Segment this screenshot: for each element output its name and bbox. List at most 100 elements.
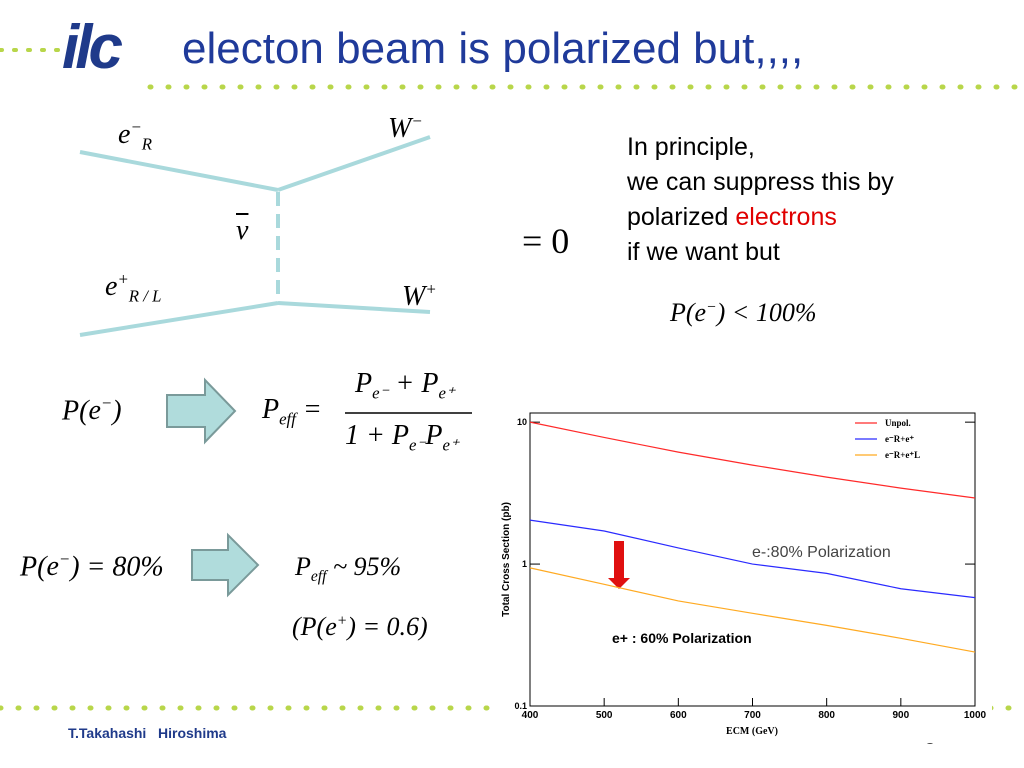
superscript: +	[117, 270, 129, 289]
author: T.Takahashi	[68, 725, 147, 741]
formula: Pe⁻ + Pe⁺	[355, 368, 455, 404]
x-tick-label: 700	[744, 710, 761, 721]
text-line: polarized electrons	[627, 200, 894, 235]
math-symbol: e−	[695, 298, 717, 327]
superscript: −	[411, 112, 423, 131]
label: W−	[388, 112, 423, 145]
math-symbol: W−	[388, 112, 423, 145]
symbol-base: W	[402, 281, 426, 313]
math-symbol: e−R	[118, 118, 152, 154]
legend-label: e⁻R+e⁺L	[885, 450, 920, 460]
math-text: P(	[670, 298, 695, 327]
formula: (P(e+) = 0.6)	[292, 612, 428, 642]
title: electon beam is polarized but,,,,	[182, 24, 804, 73]
symbol-base: e	[118, 119, 131, 151]
superscript: +	[336, 612, 348, 630]
superscript: +	[425, 280, 437, 299]
math-text: ) = 80%	[70, 551, 164, 583]
symbol-base: P	[262, 394, 280, 425]
highlight: electrons	[735, 203, 837, 231]
math-text: ) < 100%	[716, 298, 817, 327]
math-text: +	[388, 368, 422, 399]
math-text: )	[112, 395, 122, 427]
symbol-base: P	[421, 368, 439, 399]
math-symbol: Peff	[262, 394, 296, 429]
subscript: R / L	[128, 286, 162, 306]
symbol-base: P	[391, 420, 410, 451]
y-axis-label: Total Cross Section (pb)	[501, 502, 512, 617]
arrow-icon	[191, 532, 260, 598]
x-axis-label: ECM (GeV)	[726, 726, 778, 737]
label: ν	[236, 215, 249, 246]
series-line	[529, 567, 976, 653]
subscript: eff	[310, 568, 327, 586]
series-line	[529, 519, 976, 599]
math-symbol: Pe⁻	[391, 420, 425, 455]
x-tick-label: 800	[818, 710, 835, 721]
y-tick-label: 1	[522, 559, 527, 569]
text-line: we can suppress this by	[627, 168, 894, 196]
x-tick-label: 500	[596, 710, 613, 721]
footer: T.Takahashi Hiroshima	[68, 725, 226, 741]
subscript: e⁺	[438, 383, 455, 403]
math-text: (P(	[292, 612, 326, 641]
symbol-base: e	[46, 551, 59, 583]
math-text: P(	[62, 395, 89, 427]
symbol-base: e	[105, 271, 118, 303]
superscript: −	[130, 118, 142, 137]
legend-label: e⁻R+e⁺	[885, 434, 914, 444]
math-text: ~ 95%	[326, 552, 402, 581]
symbol-base: e	[325, 612, 337, 641]
subscript: eff	[279, 409, 296, 429]
formula: Peff =	[262, 394, 322, 430]
annotation: e+ : 60% Polarization	[612, 630, 752, 646]
subscript: R	[141, 134, 153, 154]
math-symbol: e+R / L	[105, 270, 161, 306]
subscript: e⁺	[442, 435, 459, 455]
math-symbol: Peff	[295, 552, 326, 585]
chart: 400 500 600 700 800 900 1000 0.1 1 10 ECM (GeV) Tot…	[497, 383, 992, 743]
symbol-base: P	[295, 552, 311, 581]
x-tick-label: 1000	[964, 710, 987, 721]
math-symbol: e−	[88, 394, 112, 427]
legend-label: Unpol.	[885, 418, 911, 428]
math-symbol: W+	[402, 280, 437, 313]
math-text: P(	[20, 551, 47, 583]
label: e+R / L	[105, 270, 161, 307]
x-tick-label: 600	[670, 710, 687, 721]
math-symbol: Pe⁻	[355, 368, 388, 403]
series-line	[529, 421, 976, 499]
symbol-base: e	[88, 395, 101, 427]
formula: 1 + Pe⁻Pe⁺	[345, 420, 459, 456]
label: e−R	[118, 118, 152, 155]
feynman-diagram	[79, 135, 431, 337]
text-line: if we want but	[627, 238, 780, 266]
math-symbol: Pe⁺	[425, 420, 458, 455]
superscript: −	[706, 298, 717, 316]
subscript: e⁻	[409, 435, 426, 455]
symbol-base: W	[388, 113, 412, 145]
formula: P(e−)	[62, 394, 122, 427]
y-tick-label: 10	[517, 417, 527, 427]
x-tick-label: 900	[892, 710, 909, 721]
label: W+	[402, 280, 437, 313]
text-line: In principle,	[627, 133, 755, 161]
logo: ilc	[62, 13, 123, 82]
y-tick-label: 0.1	[514, 701, 527, 711]
subscript: e⁻	[372, 383, 389, 403]
annotation: e-:80% Polarization	[752, 544, 891, 561]
label: = 0	[522, 221, 570, 261]
arrow	[608, 541, 630, 589]
math-symbol: Pe⁺	[421, 368, 454, 403]
formula: P(e−) = 80%	[20, 550, 164, 583]
place: Hiroshima	[158, 725, 227, 741]
math-text: ) = 0.6)	[347, 612, 428, 641]
symbol-base: P	[425, 420, 443, 451]
symbol-base: P	[355, 368, 373, 399]
math-text: 1 +	[345, 420, 392, 451]
symbol-base: e	[694, 298, 707, 327]
x-tick-label: 400	[522, 710, 539, 721]
text: polarized	[627, 203, 729, 231]
